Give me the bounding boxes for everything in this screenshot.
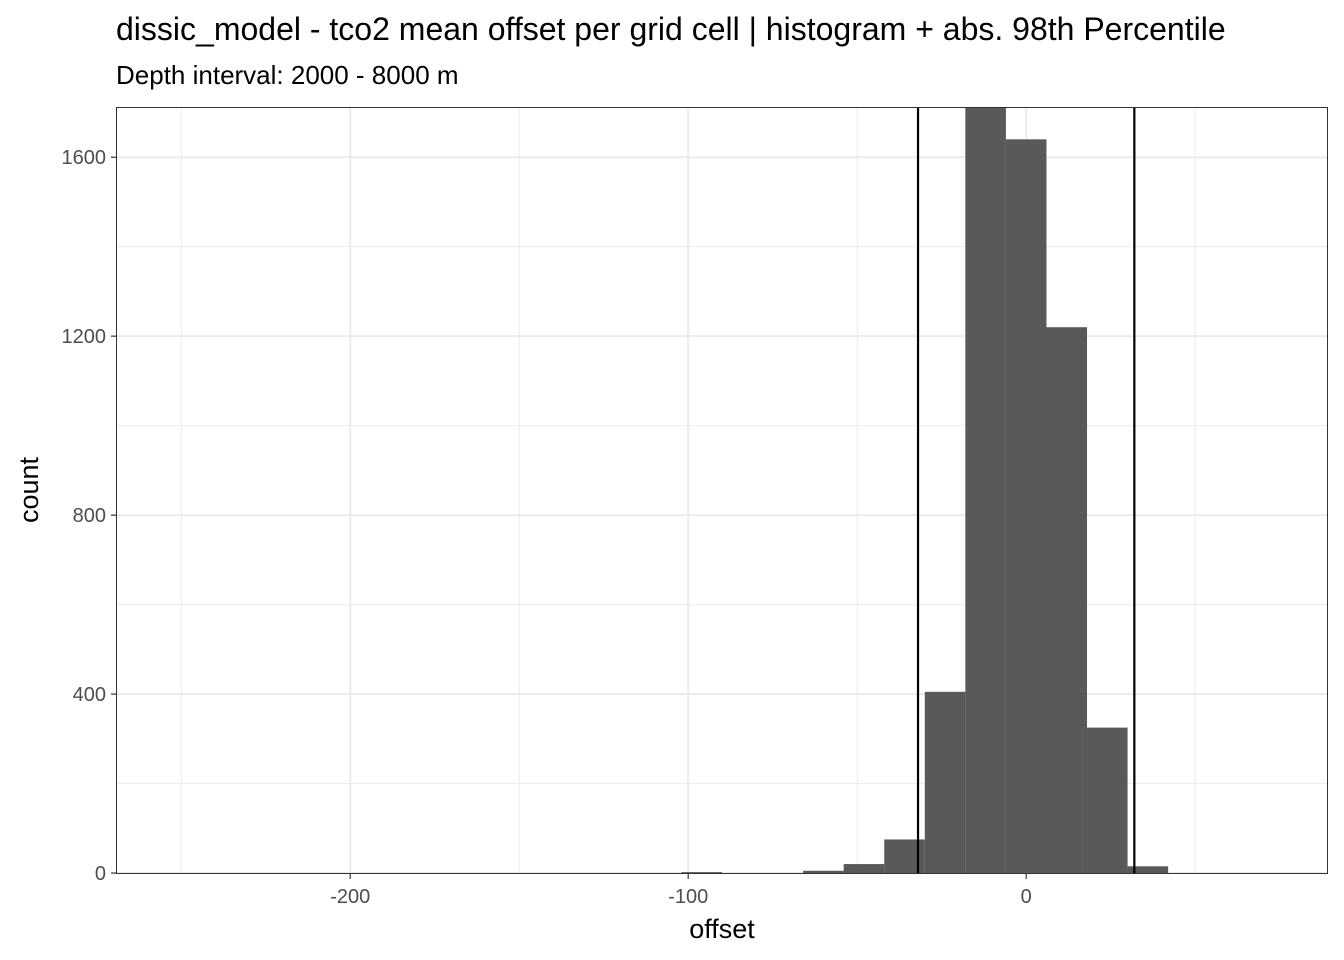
x-tick-label: -100: [668, 886, 708, 908]
y-tick-label: 400: [73, 684, 106, 706]
histogram-bars: [681, 108, 1169, 874]
x-axis-title: offset: [689, 914, 755, 944]
y-tick-label: 800: [73, 505, 106, 527]
chart-subtitle: Depth interval: 2000 - 8000 m: [116, 60, 459, 90]
x-tick-label: -200: [330, 886, 370, 908]
histogram-bar: [1046, 327, 1088, 873]
histogram-bar: [803, 870, 844, 873]
histogram-bar: [1005, 139, 1047, 873]
y-tick-label: 1200: [62, 326, 107, 348]
panel-border: [116, 107, 1328, 874]
chart-title: dissic_model - tco2 mean offset per grid…: [116, 11, 1226, 47]
histogram-bar: [681, 872, 722, 874]
percentile-lines: [916, 108, 1136, 873]
axis-ticks: -200 -100 0 0 400 800 1200 1600: [62, 147, 1032, 908]
histogram-bar: [965, 108, 1006, 873]
y-tick-label: 0: [95, 863, 106, 885]
histogram-bar: [1087, 727, 1128, 873]
histogram-bar: [924, 691, 966, 873]
y-tick-label: 1600: [62, 147, 107, 169]
grid-lines: [117, 108, 1327, 874]
y-axis-title: count: [14, 456, 44, 523]
histogram-bar: [1127, 866, 1169, 873]
x-tick-label: 0: [1021, 886, 1032, 908]
histogram-bar: [843, 864, 885, 873]
